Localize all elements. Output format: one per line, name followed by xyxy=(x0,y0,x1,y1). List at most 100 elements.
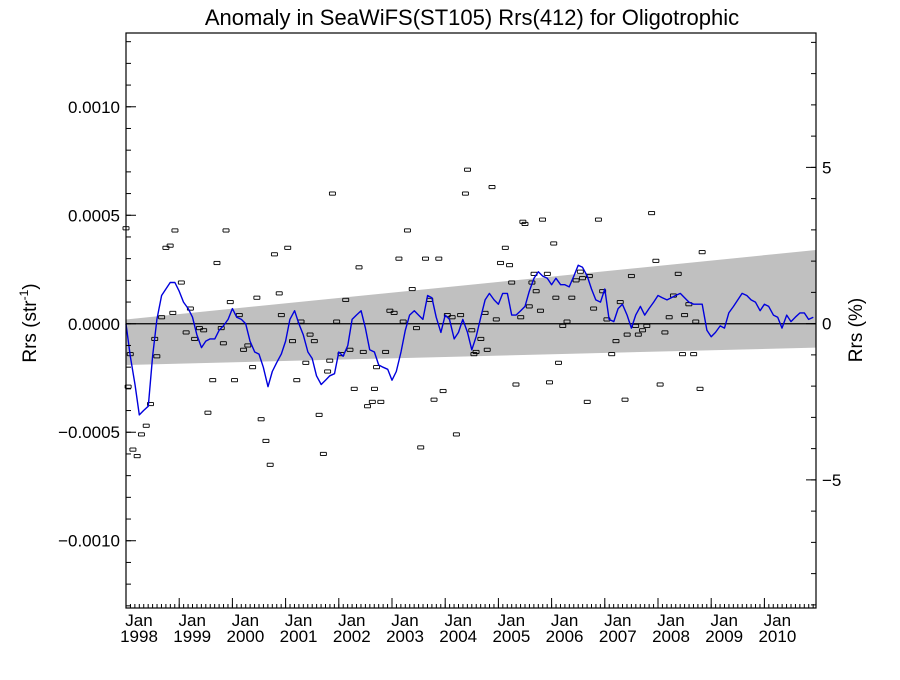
data-point-128 xyxy=(627,273,635,279)
data-point-61 xyxy=(370,386,378,391)
data-point-38 xyxy=(275,291,283,296)
data-point-110 xyxy=(555,360,562,365)
data-point-77 xyxy=(439,388,447,394)
data-point-89 xyxy=(483,347,491,352)
y2-tick-label: 0 xyxy=(822,315,831,334)
y-tick-label: 0.0000 xyxy=(68,315,120,334)
data-point-146 xyxy=(698,250,706,255)
data-point-108 xyxy=(550,241,558,246)
data-point-47 xyxy=(315,412,323,417)
data-point-58 xyxy=(359,349,367,355)
data-point-71 xyxy=(413,326,420,331)
x-tick-month-label: Jan xyxy=(285,611,312,630)
data-point-119 xyxy=(590,306,598,311)
data-point-135 xyxy=(656,382,664,387)
data-point-126 xyxy=(621,397,629,402)
data-point-83 xyxy=(464,167,471,172)
data-point-19 xyxy=(195,326,203,331)
data-point-82 xyxy=(461,191,469,196)
data-point-11 xyxy=(162,245,170,250)
data-point-95 xyxy=(508,280,516,285)
data-point-124 xyxy=(612,339,620,344)
data-point-42 xyxy=(293,378,301,383)
x-tick-year-label: 2010 xyxy=(758,627,796,646)
x-tick-month-label: Jan xyxy=(338,611,365,630)
data-point-39 xyxy=(277,313,285,318)
data-point-87 xyxy=(477,336,485,341)
data-point-50 xyxy=(326,358,334,363)
data-point-59 xyxy=(364,404,371,409)
x-tick-year-label: 2002 xyxy=(333,627,371,646)
data-point-112 xyxy=(563,319,571,324)
data-point-54 xyxy=(342,297,350,302)
x-tick-month-label: Jan xyxy=(604,611,631,630)
x-tick-year-label: 2006 xyxy=(546,627,584,646)
data-point-15 xyxy=(177,280,185,285)
data-point-104 xyxy=(536,308,544,313)
data-point-45 xyxy=(306,332,314,337)
x-tick-year-label: 2003 xyxy=(386,627,424,646)
x-tick-year-label: 2005 xyxy=(492,627,530,646)
data-point-75 xyxy=(430,397,438,402)
data-point-6 xyxy=(142,423,150,428)
data-point-100 xyxy=(525,304,533,309)
data-point-113 xyxy=(568,295,576,300)
smoothed-anomaly-line xyxy=(125,264,814,416)
data-point-130 xyxy=(634,332,642,337)
data-point-41 xyxy=(289,339,296,344)
y2-tick-label: −5 xyxy=(822,471,841,490)
data-point-96 xyxy=(512,382,520,387)
data-point-4 xyxy=(133,454,141,459)
data-point-106 xyxy=(543,271,551,276)
uncertainty-band-layer xyxy=(126,249,816,365)
data-point-97 xyxy=(517,315,525,320)
data-point-144 xyxy=(692,319,700,324)
y-tick-label: 0.0005 xyxy=(68,206,120,225)
data-point-131 xyxy=(639,328,647,333)
x-tick-month-label: Jan xyxy=(178,611,205,630)
data-point-107 xyxy=(546,380,553,385)
data-point-120 xyxy=(594,217,602,222)
x-tick-month-label: Jan xyxy=(710,611,737,630)
data-point-76 xyxy=(435,256,443,261)
data-point-91 xyxy=(492,317,500,322)
data-point-35 xyxy=(262,438,270,443)
data-point-92 xyxy=(497,260,504,266)
data-point-90 xyxy=(488,185,496,190)
data-point-80 xyxy=(452,432,460,437)
uncertainty-band xyxy=(126,249,816,365)
data-point-73 xyxy=(422,256,429,261)
data-point-123 xyxy=(608,352,616,357)
data-point-26 xyxy=(222,228,230,233)
data-point-22 xyxy=(209,378,217,383)
data-point-30 xyxy=(240,347,248,352)
data-point-13 xyxy=(171,228,179,233)
chart-title: Anomaly in SeaWiFS(ST105) Rrs(412) for O… xyxy=(205,5,739,30)
x-tick-year-label: 2001 xyxy=(280,627,318,646)
y-tick-label: 0.0010 xyxy=(68,98,120,117)
x-tick-year-label: 1998 xyxy=(120,627,158,646)
data-point-16 xyxy=(182,330,190,335)
data-point-56 xyxy=(350,386,358,391)
data-point-111 xyxy=(559,323,567,328)
data-point-36 xyxy=(266,462,274,467)
data-point-34 xyxy=(257,417,265,422)
data-point-37 xyxy=(270,252,278,257)
data-point-132 xyxy=(643,323,651,328)
data-point-25 xyxy=(219,341,227,346)
x-tick-year-label: 1999 xyxy=(173,627,211,646)
x-tick-month-label: Jan xyxy=(125,611,152,630)
data-point-33 xyxy=(253,295,261,300)
data-point-52 xyxy=(333,319,341,324)
data-point-99 xyxy=(521,221,529,226)
data-point-12 xyxy=(166,243,174,248)
x-tick-month-label: Jan xyxy=(444,611,471,630)
data-point-60 xyxy=(368,399,376,404)
x-tick-month-label: Jan xyxy=(657,611,684,630)
data-point-98 xyxy=(519,219,527,224)
data-point-10 xyxy=(158,315,166,320)
data-point-105 xyxy=(539,217,547,222)
data-point-51 xyxy=(328,191,336,196)
